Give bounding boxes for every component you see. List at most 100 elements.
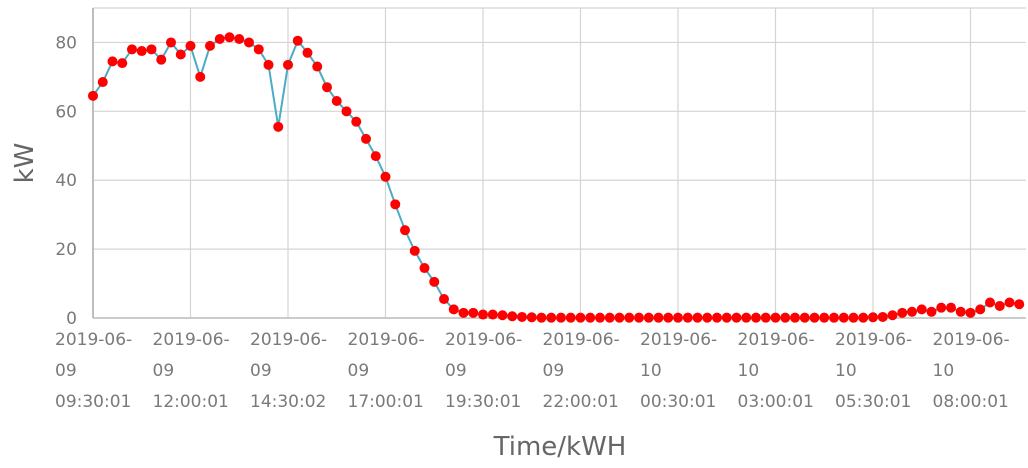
y-tick-label: 60 <box>55 102 77 122</box>
data-point <box>507 311 518 322</box>
x-tick-label-line: 10 <box>933 361 955 381</box>
data-point <box>517 311 527 322</box>
data-point <box>156 54 167 65</box>
x-tick-label-line: 2019-06- <box>640 330 717 350</box>
data-point <box>331 96 342 106</box>
data-point <box>107 56 118 67</box>
data-point <box>955 306 966 317</box>
data-point <box>634 312 644 323</box>
x-axis-title: Time/kWH <box>493 432 627 462</box>
data-point <box>419 263 430 274</box>
x-tick-label: 2019-06- 09 14:30:02 <box>250 330 327 412</box>
x-tick-label-line: 2019-06- <box>153 330 230 350</box>
data-point <box>185 40 196 51</box>
data-point <box>292 35 303 46</box>
x-tick-label-line: 10 <box>835 361 857 381</box>
data-point <box>946 302 956 313</box>
x-tick-label-line: 08:00:01 <box>933 392 1009 412</box>
x-tick-label-line: 05:30:01 <box>835 392 911 412</box>
data-point <box>682 312 693 323</box>
y-tick-label: 80 <box>55 33 77 53</box>
data-point <box>487 309 498 320</box>
data-point <box>848 312 859 323</box>
series-line <box>92 36 1020 319</box>
series-kw <box>88 32 1025 323</box>
data-point <box>439 294 449 305</box>
x-tick-label-line: 2019-06- <box>835 330 912 350</box>
data-point <box>127 44 137 55</box>
data-point <box>380 171 391 182</box>
y-tick-label: 20 <box>55 240 77 260</box>
data-point <box>877 311 888 322</box>
x-tick-label-line: 09 <box>543 361 565 381</box>
data-point <box>595 312 605 323</box>
y-axis-tick-labels: 0 20 40 60 80 <box>55 33 77 329</box>
x-tick-label-line: 10 <box>640 361 662 381</box>
data-point <box>936 302 947 313</box>
data-point <box>302 47 313 58</box>
data-point <box>312 61 323 72</box>
data-point <box>1004 297 1015 308</box>
x-tick-label-line: 09 <box>55 361 77 381</box>
data-point <box>575 312 586 323</box>
data-point <box>614 312 625 323</box>
x-tick-label: 2019-06- 09 09:30:01 <box>55 330 132 412</box>
x-tick-label: 2019-06- 10 05:30:01 <box>835 330 912 412</box>
axes <box>92 8 1026 319</box>
data-point <box>166 37 176 48</box>
data-point <box>780 312 791 323</box>
x-tick-label-line: 2019-06- <box>348 330 425 350</box>
data-point <box>263 59 274 70</box>
x-tick-label-line: 2019-06- <box>543 330 620 350</box>
x-tick-label: 2019-06- 09 12:00:01 <box>153 330 230 412</box>
data-point <box>1014 299 1025 310</box>
data-point <box>97 77 108 88</box>
data-point <box>653 312 664 323</box>
x-tick-label-line: 12:00:01 <box>153 392 229 412</box>
data-point <box>868 312 878 323</box>
data-point <box>224 32 235 43</box>
data-point <box>907 306 917 317</box>
data-point <box>195 71 206 82</box>
data-point <box>819 312 830 323</box>
data-point <box>887 310 898 321</box>
data-point <box>88 90 98 101</box>
x-tick-label-line: 2019-06- <box>250 330 327 350</box>
data-point <box>858 312 869 323</box>
x-tick-label-line: 17:00:01 <box>348 392 424 412</box>
data-point <box>175 49 186 60</box>
x-tick-label-line: 03:00:01 <box>738 392 814 412</box>
data-point <box>916 304 927 315</box>
data-point <box>975 304 986 315</box>
data-point <box>448 304 459 315</box>
data-point <box>468 307 479 318</box>
data-point <box>244 37 254 48</box>
x-tick-label: 2019-06- 10 08:00:01 <box>933 330 1010 412</box>
data-point <box>731 312 742 323</box>
data-point <box>965 307 976 318</box>
data-point <box>536 312 547 323</box>
x-tick-label-line: 2019-06- <box>445 330 522 350</box>
x-tick-label-line: 09 <box>250 361 272 381</box>
x-tick-label: 2019-06- 09 19:30:01 <box>445 330 522 412</box>
data-point <box>790 312 800 323</box>
data-point <box>322 82 332 93</box>
x-tick-label-line: 2019-06- <box>933 330 1010 350</box>
data-point <box>497 310 508 321</box>
data-point <box>478 309 488 320</box>
data-point <box>829 312 839 323</box>
data-point <box>565 312 576 323</box>
data-point <box>370 151 381 162</box>
data-point <box>624 312 635 323</box>
y-tick-label: 0 <box>66 309 77 329</box>
data-point <box>770 312 781 323</box>
x-tick-label-line: 22:00:01 <box>543 392 619 412</box>
x-tick-label-line: 09 <box>348 361 370 381</box>
data-point <box>760 312 771 323</box>
x-tick-label: 2019-06- 10 00:30:01 <box>640 330 717 412</box>
data-point <box>692 312 703 323</box>
data-point <box>390 199 401 210</box>
data-point <box>458 307 469 318</box>
